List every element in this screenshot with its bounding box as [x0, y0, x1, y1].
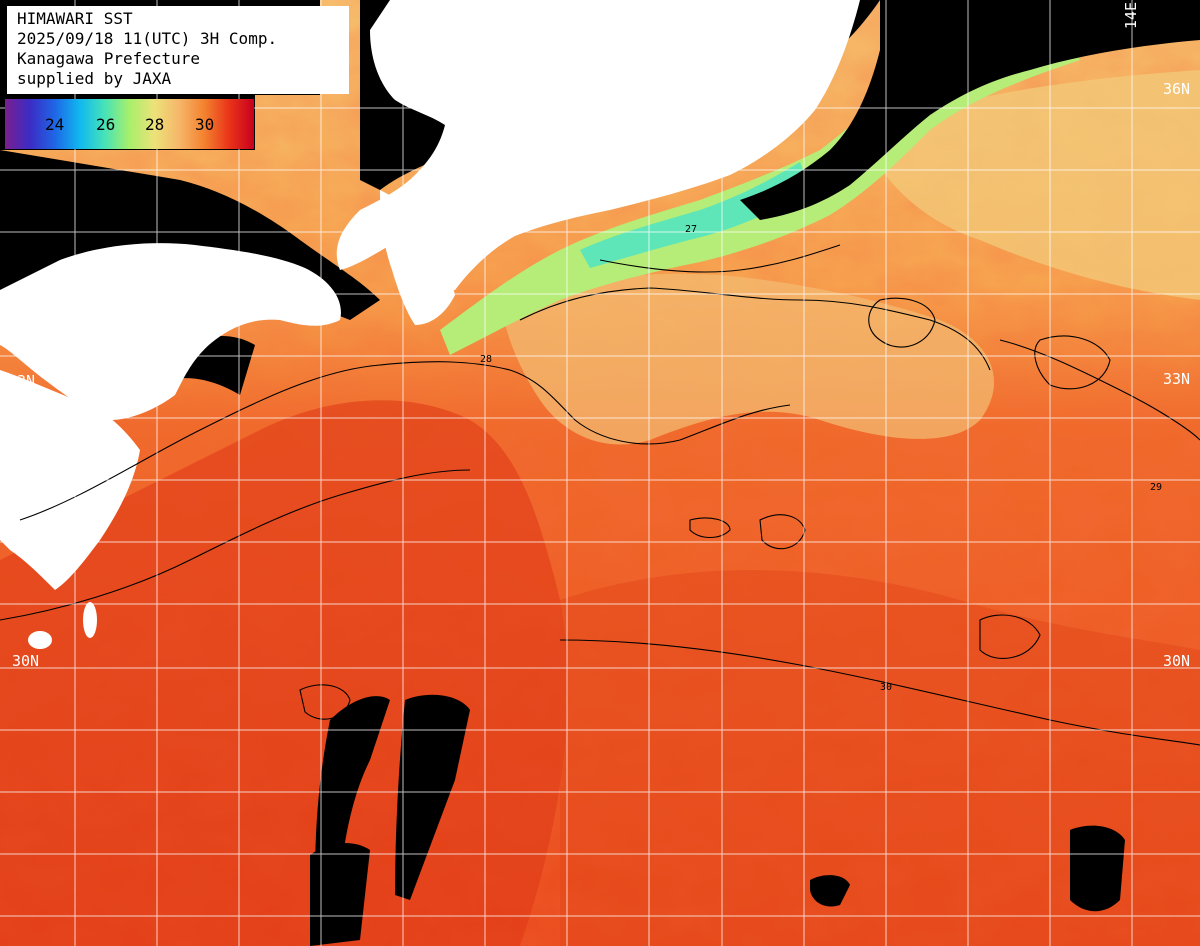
- cool-water-northeast: [860, 70, 1200, 300]
- contour-loop-1: [868, 297, 936, 348]
- colorbar-tick-24: 24: [45, 115, 65, 134]
- map-organization: Kanagawa Prefecture: [17, 49, 201, 68]
- latitude-label-33n-right: 33N: [1163, 370, 1191, 388]
- contour-27: [599, 244, 841, 273]
- latitude-label-33n-left: 33N: [8, 372, 36, 390]
- map-credit: supplied by JAXA: [17, 69, 172, 88]
- map-date: 2025/09/18 11(UTC) 3H Comp.: [17, 29, 278, 48]
- latitude-label-36n-right: 36N: [1163, 80, 1191, 98]
- cool-tongue: [500, 273, 995, 445]
- contour-label-30: 30: [880, 682, 892, 693]
- contour-label-26: 26: [910, 32, 922, 43]
- contour-29-east: [999, 339, 1200, 441]
- contour-label-29: 29: [1150, 482, 1162, 493]
- latitude-label-30n-right: 30N: [1163, 652, 1191, 670]
- contour-loop-3: [689, 517, 731, 539]
- colorbar-tick-30: 30: [195, 115, 215, 134]
- contour-label-25: 25: [930, 47, 942, 58]
- contour-label-27: 27: [685, 224, 697, 235]
- longitude-label-136e: 136E: [481, 2, 499, 39]
- land-island-south: [28, 631, 52, 649]
- warm-water-east: [560, 570, 1200, 946]
- colorbar-tick-26: 26: [96, 115, 116, 134]
- contour-30-south: [559, 639, 1200, 746]
- map-info-box: HIMAWARI SST 2025/09/18 11(UTC) 3H Comp.…: [7, 6, 349, 94]
- longitude-label-14e: 14E: [1122, 2, 1140, 30]
- contour-label-28: 28: [480, 354, 492, 365]
- contour-loop-2: [1034, 335, 1111, 390]
- land-honshu: [336, 0, 860, 290]
- land-island-east: [83, 602, 97, 638]
- land-kii-peninsula: [380, 190, 455, 325]
- contour-30-west: [0, 469, 471, 621]
- map-title: HIMAWARI SST: [17, 9, 133, 28]
- contour-loop-6: [759, 514, 806, 550]
- contour-28-coast: [19, 361, 791, 521]
- contour-lines: [0, 244, 1200, 746]
- colorbar-tick-28: 28: [145, 115, 165, 134]
- land-shikoku: [0, 243, 341, 420]
- coastal-teal-band: [580, 162, 810, 268]
- contour-loop-4: [979, 614, 1041, 659]
- temperature-colorbar: 24 26 28 30: [5, 99, 254, 149]
- latitude-label-30n-left: 30N: [12, 652, 40, 670]
- contour-29: [519, 287, 991, 371]
